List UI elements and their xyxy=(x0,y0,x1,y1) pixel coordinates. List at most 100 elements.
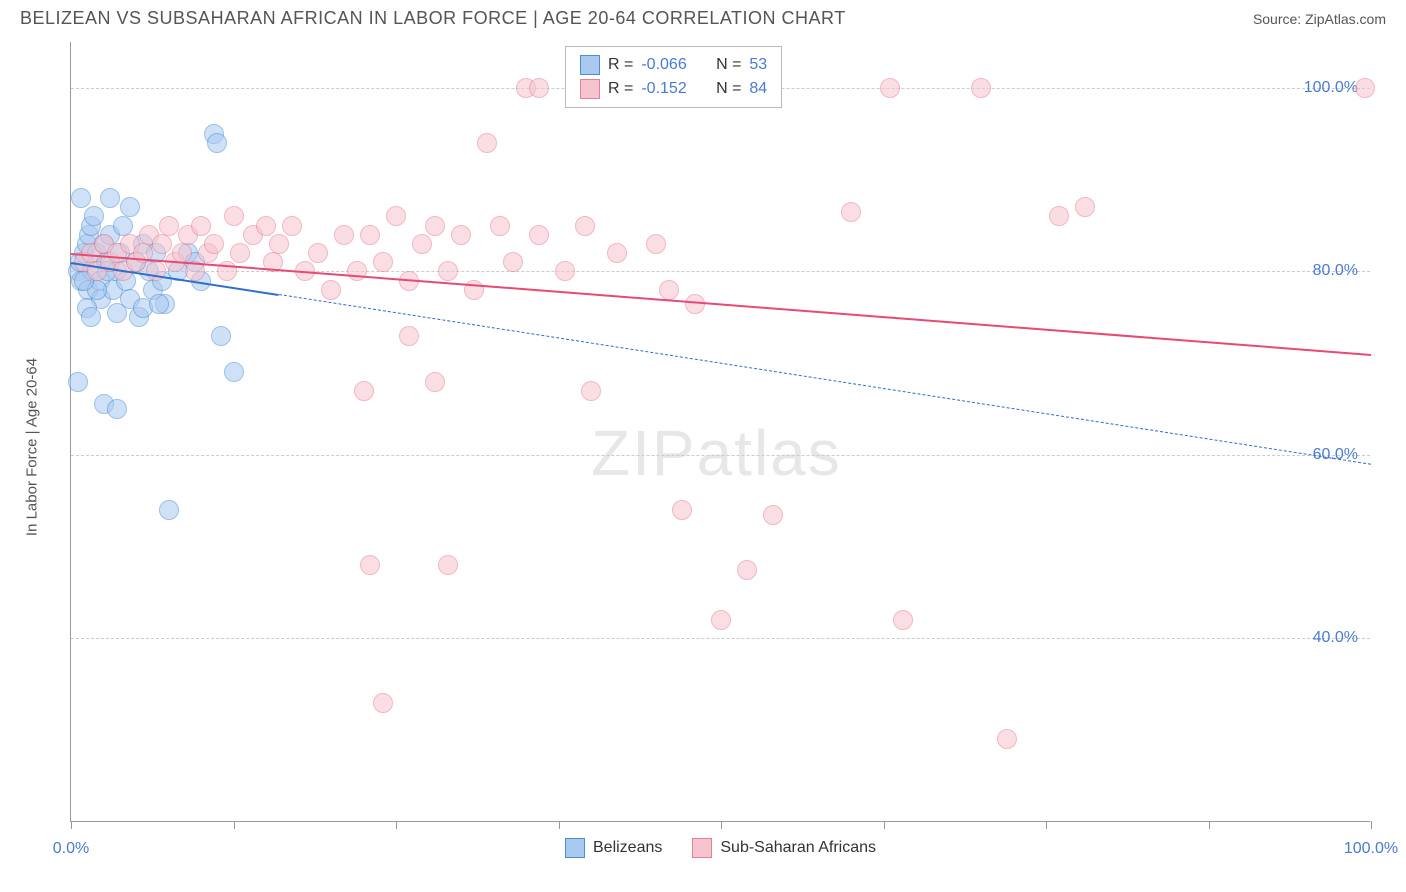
scatter-point xyxy=(107,303,127,323)
scatter-point xyxy=(893,610,913,630)
chart-header: BELIZEAN VS SUBSAHARAN AFRICAN IN LABOR … xyxy=(0,0,1406,33)
scatter-point xyxy=(211,326,231,346)
x-tick xyxy=(71,821,72,829)
scatter-point xyxy=(269,234,289,254)
scatter-point xyxy=(230,243,250,263)
legend-swatch xyxy=(580,55,600,75)
scatter-point xyxy=(113,216,133,236)
chart-title: BELIZEAN VS SUBSAHARAN AFRICAN IN LABOR … xyxy=(20,8,846,29)
correlation-legend: R = -0.066 N = 53R = -0.152 N = 84 xyxy=(565,46,782,108)
legend-row: R = -0.152 N = 84 xyxy=(580,77,767,101)
grid-line xyxy=(71,455,1370,456)
scatter-point xyxy=(555,261,575,281)
scatter-point xyxy=(149,294,169,314)
x-tick xyxy=(396,821,397,829)
scatter-point xyxy=(373,252,393,272)
scatter-point xyxy=(763,505,783,525)
legend-swatch xyxy=(580,79,600,99)
scatter-point xyxy=(503,252,523,272)
scatter-point xyxy=(204,234,224,254)
scatter-point xyxy=(107,399,127,419)
source-name: ZipAtlas.com xyxy=(1305,11,1386,27)
series-legend-item: Belizeans xyxy=(565,836,662,860)
scatter-point xyxy=(971,78,991,98)
x-tick xyxy=(721,821,722,829)
scatter-point xyxy=(399,326,419,346)
scatter-point xyxy=(1355,78,1375,98)
scatter-point xyxy=(81,307,101,327)
scatter-point xyxy=(386,206,406,226)
scatter-point xyxy=(159,216,179,236)
scatter-point xyxy=(607,243,627,263)
scatter-point xyxy=(880,78,900,98)
watermark: ZIPatlas xyxy=(591,416,842,490)
scatter-point xyxy=(152,234,172,254)
legend-r-label: R = xyxy=(608,56,633,74)
series-legend-label: Sub-Saharan Africans xyxy=(720,839,876,857)
x-tick-label-end: 100.0% xyxy=(1344,840,1398,858)
x-tick-label-start: 0.0% xyxy=(53,840,89,858)
series-legend: Belizeans Sub-Saharan Africans xyxy=(565,836,876,860)
scatter-point xyxy=(321,280,341,300)
scatter-point xyxy=(100,188,120,208)
series-legend-item: Sub-Saharan Africans xyxy=(692,836,876,860)
scatter-point xyxy=(737,560,757,580)
legend-n-value: 53 xyxy=(749,56,767,74)
legend-r-value: -0.152 xyxy=(641,80,686,98)
scatter-point xyxy=(191,216,211,236)
scatter-point xyxy=(1075,197,1095,217)
scatter-point xyxy=(282,216,302,236)
scatter-point xyxy=(207,133,227,153)
scatter-point xyxy=(224,206,244,226)
scatter-point xyxy=(529,78,549,98)
scatter-point xyxy=(438,555,458,575)
scatter-point xyxy=(120,197,140,217)
legend-n-label: N = xyxy=(716,56,741,74)
scatter-point xyxy=(373,693,393,713)
scatter-point xyxy=(425,372,445,392)
x-tick xyxy=(559,821,560,829)
scatter-point xyxy=(477,133,497,153)
scatter-point xyxy=(334,225,354,245)
trend-line xyxy=(71,253,1371,356)
scatter-point xyxy=(159,500,179,520)
legend-swatch xyxy=(565,838,585,858)
x-tick xyxy=(1371,821,1372,829)
legend-n-value: 84 xyxy=(749,80,767,98)
source-label: Source: xyxy=(1253,11,1301,27)
scatter-point xyxy=(1049,206,1069,226)
scatter-point xyxy=(646,234,666,254)
scatter-point xyxy=(425,216,445,236)
scatter-point xyxy=(659,280,679,300)
y-tick-label: 100.0% xyxy=(1304,79,1358,97)
y-axis-label: In Labor Force | Age 20-64 xyxy=(24,358,41,536)
plot-area: ZIPatlas 40.0%60.0%80.0%100.0%0.0%100.0%… xyxy=(70,42,1370,822)
scatter-point xyxy=(146,261,166,281)
scatter-point xyxy=(347,261,367,281)
series-legend-label: Belizeans xyxy=(593,839,662,857)
chart-source: Source: ZipAtlas.com xyxy=(1253,11,1386,27)
legend-n-label: N = xyxy=(716,80,741,98)
x-tick xyxy=(234,821,235,829)
scatter-point xyxy=(71,188,91,208)
legend-row: R = -0.066 N = 53 xyxy=(580,53,767,77)
legend-swatch xyxy=(692,838,712,858)
scatter-point xyxy=(451,225,471,245)
legend-r-label: R = xyxy=(608,80,633,98)
scatter-point xyxy=(490,216,510,236)
scatter-point xyxy=(581,381,601,401)
scatter-point xyxy=(997,729,1017,749)
scatter-point xyxy=(84,206,104,226)
scatter-point xyxy=(529,225,549,245)
scatter-point xyxy=(575,216,595,236)
chart-container: In Labor Force | Age 20-64 ZIPatlas 40.0… xyxy=(50,42,1390,852)
legend-r-value: -0.066 xyxy=(641,56,686,74)
scatter-point xyxy=(354,381,374,401)
scatter-point xyxy=(256,216,276,236)
grid-line xyxy=(71,271,1370,272)
scatter-point xyxy=(438,261,458,281)
scatter-point xyxy=(412,234,432,254)
scatter-point xyxy=(841,202,861,222)
scatter-point xyxy=(360,225,380,245)
scatter-point xyxy=(68,372,88,392)
